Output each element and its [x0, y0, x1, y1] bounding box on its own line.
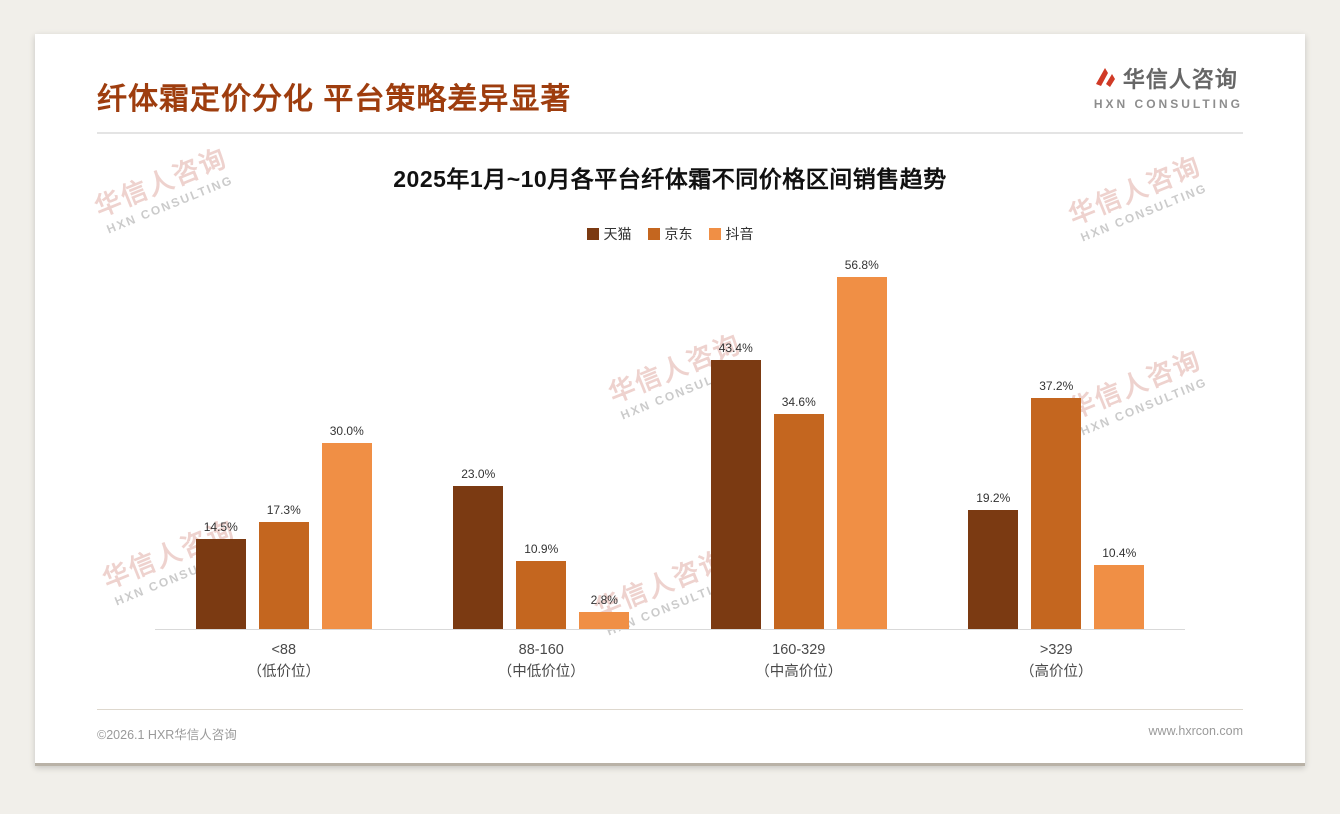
bar-value-label: 56.8%: [844, 257, 879, 272]
bar-wrap: 34.6%: [773, 395, 824, 629]
bar-wrap: 30.0%: [321, 424, 372, 629]
bar-京东-0[interactable]: [258, 521, 309, 629]
bar-value-label: 19.2%: [976, 490, 1011, 505]
copyright: ©2026.1 HXR华信人咨询: [97, 728, 237, 742]
legend-swatch: [708, 228, 721, 240]
bar-抖音-2[interactable]: [836, 276, 887, 629]
bar-wrap: 2.8%: [579, 592, 630, 629]
bar-wrap: 43.4%: [710, 340, 761, 629]
legend-item-抖音[interactable]: 抖音: [708, 224, 754, 244]
header: 纤体霜定价分化 平台策略差异显著 华信人咨询 HXN CONSULTING: [35, 34, 1305, 118]
legend-swatch: [586, 228, 599, 240]
bar-value-label: 14.5%: [203, 520, 238, 535]
x-axis-label-0: <88 （低价位）: [247, 642, 321, 681]
bar-wrap: 19.2%: [968, 490, 1019, 629]
bar-京东-3[interactable]: [1031, 398, 1082, 629]
bar-wrap: 10.9%: [516, 542, 567, 629]
page-title: 纤体霜定价分化 平台策略差异显著: [97, 83, 572, 116]
bar-京东-2[interactable]: [773, 414, 824, 629]
x-axis: <88 （低价位） 88-160 （中低价位） 160-329 （中高价位） >329 （高价…: [155, 639, 1185, 684]
bar-wrap: 17.3%: [258, 502, 309, 629]
logo-name: 华信人咨询: [1122, 67, 1238, 92]
x-axis-label-1: 88-160 （中低价位）: [497, 642, 585, 681]
plot-area: 14.5% 17.3% 30.0% 23.0% 10.9% 2.8% 43.4% 34.6% 5…: [155, 258, 1185, 630]
bar-wrap: 23.0%: [453, 467, 504, 629]
bar-value-label: 37.2%: [1039, 379, 1074, 394]
chart-legend: 天猫 京东 抖音: [35, 224, 1305, 244]
bar-value-label: 30.0%: [329, 424, 364, 438]
bar-天猫-2[interactable]: [710, 359, 761, 629]
bar-天猫-1[interactable]: [453, 486, 504, 629]
logo-subtitle: HXN CONSULTING: [1093, 97, 1243, 111]
x-axis-label-3: >329 （高价位）: [1020, 642, 1093, 681]
x-axis-label-2: 160-329 （中高价位）: [755, 642, 843, 681]
legend-label: 抖音: [725, 226, 754, 242]
bar-wrap: 56.8%: [836, 257, 887, 629]
bar-group-2: 43.4% 34.6% 56.8%: [704, 258, 894, 629]
bar-group-3: 19.2% 37.2% 10.4%: [961, 379, 1151, 629]
bar-抖音-0[interactable]: [321, 443, 372, 629]
website-url: www.hxrcon.com: [1148, 724, 1243, 738]
logo: 华信人咨询 HXN CONSULTING: [1094, 62, 1243, 111]
legend-item-天猫[interactable]: 天猫: [586, 224, 632, 244]
bar-value-label: 10.4%: [1102, 545, 1137, 560]
legend-label: 京东: [664, 226, 693, 242]
legend-swatch: [647, 228, 660, 240]
bar-chart: 14.5% 17.3% 30.0% 23.0% 10.9% 2.8% 43.4% 34.6% 5…: [155, 258, 1185, 684]
bar-value-label: 43.4%: [718, 340, 753, 355]
slide-card: 华信人咨询 HXN CONSULTING 华信人咨询 HXN CONSULTIN…: [35, 34, 1305, 766]
bar-京东-1[interactable]: [516, 561, 567, 629]
logo-icon: [1094, 66, 1116, 90]
bar-value-label: 23.0%: [461, 467, 496, 482]
bar-wrap: 37.2%: [1031, 379, 1082, 629]
bar-天猫-3[interactable]: [968, 509, 1019, 629]
chart-title: 2025年1月~10月各平台纤体霜不同价格区间销售趋势: [393, 166, 947, 192]
legend-label: 天猫: [603, 226, 632, 242]
bar-value-label: 2.8%: [590, 592, 618, 607]
bar-抖音-1[interactable]: [579, 611, 630, 629]
bar-抖音-3[interactable]: [1094, 564, 1145, 629]
bar-value-label: 34.6%: [781, 395, 816, 410]
legend-item-京东[interactable]: 京东: [647, 224, 693, 244]
bar-天猫-0[interactable]: [195, 539, 246, 629]
bar-wrap: 10.4%: [1094, 545, 1145, 629]
bar-value-label: 10.9%: [524, 542, 559, 557]
bar-wrap: 14.5%: [195, 520, 246, 629]
bar-value-label: 17.3%: [266, 502, 301, 517]
header-divider: [97, 132, 1243, 134]
bar-group-0: 14.5% 17.3% 30.0%: [189, 424, 379, 629]
footer: ©2026.1 HXR华信人咨询 www.hxrcon.com: [97, 709, 1243, 743]
bar-group-1: 23.0% 10.9% 2.8%: [446, 467, 636, 629]
